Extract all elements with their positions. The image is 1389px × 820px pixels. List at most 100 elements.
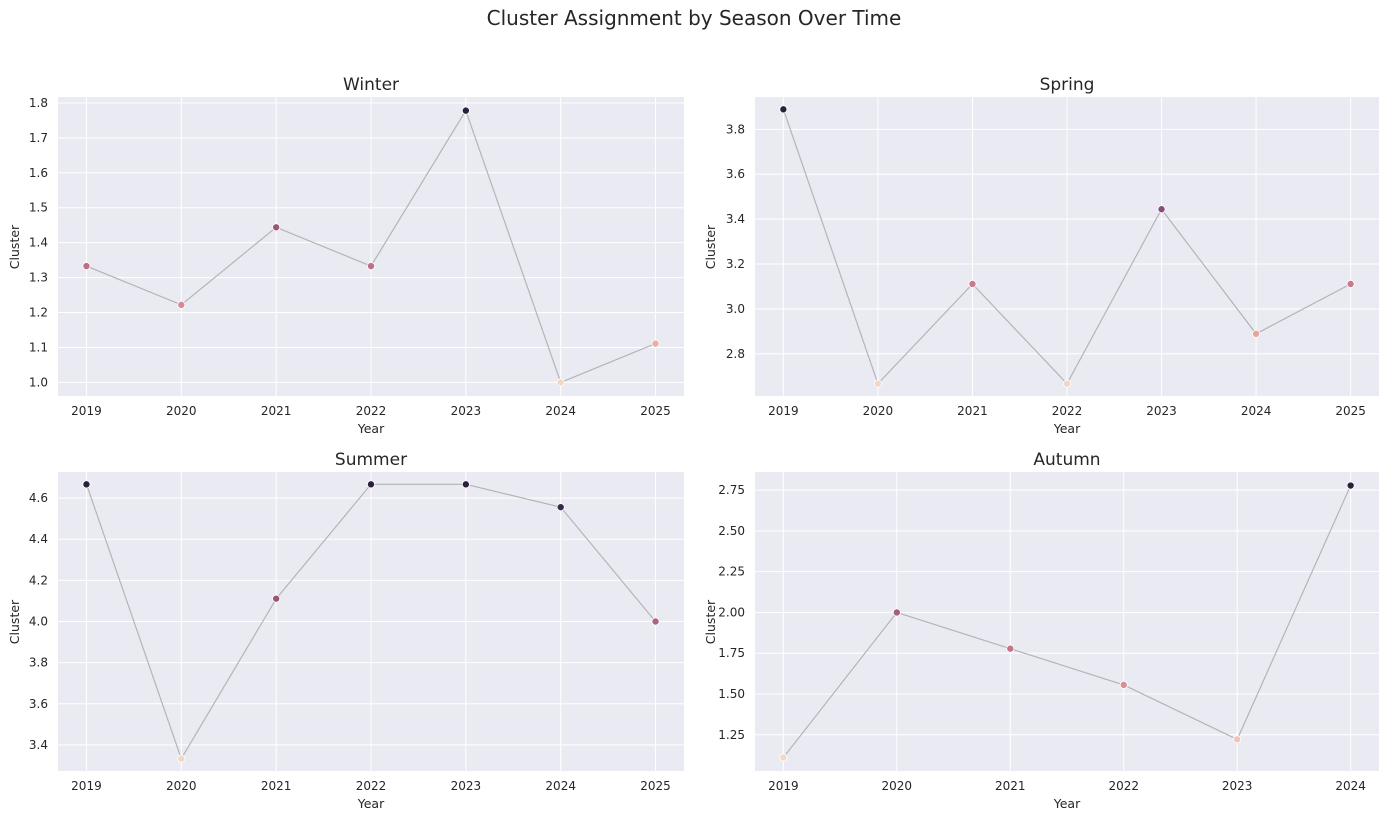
data-point — [556, 378, 565, 387]
x-tick-label: 2024 — [545, 779, 576, 793]
x-tick-label: 2022 — [1052, 404, 1083, 418]
y-axis-label-summer: Cluster — [7, 599, 22, 644]
panel-title-winter: Winter — [343, 75, 399, 95]
x-axis-label-autumn: Year — [1053, 796, 1081, 811]
y-tick-label: 3.0 — [726, 302, 745, 316]
data-point — [1119, 680, 1128, 689]
y-tick-label: 2.00 — [718, 605, 745, 619]
y-tick-label: 1.2 — [29, 306, 48, 320]
y-tick-label: 1.8 — [29, 96, 48, 110]
x-tick-label: 2022 — [356, 404, 387, 418]
x-tick-label: 2021 — [957, 404, 988, 418]
y-tick-label: 4.4 — [29, 532, 48, 546]
x-tick-label: 2024 — [545, 404, 576, 418]
plot-area-autumn — [755, 472, 1379, 771]
data-point — [461, 106, 470, 115]
x-axis-label-summer: Year — [357, 796, 385, 811]
data-point — [873, 379, 882, 388]
data-point — [366, 262, 375, 271]
y-tick-label: 1.7 — [29, 131, 48, 145]
y-tick-label: 1.1 — [29, 340, 48, 354]
panel-title-autumn: Autumn — [1033, 450, 1100, 470]
y-axis-label-winter: Cluster — [7, 224, 22, 269]
y-tick-label: 3.8 — [29, 656, 48, 670]
y-tick-label: 1.50 — [718, 687, 745, 701]
panel-summer: 2019 2020 2021 2022 2023 2024 2025 3.4 3.6 3.8 4.0… — [7, 450, 684, 811]
data-point — [892, 608, 901, 617]
panel-title-spring: Spring — [1040, 75, 1095, 95]
data-point — [1063, 379, 1072, 388]
data-point — [177, 754, 186, 763]
x-tick-label: 2021 — [995, 779, 1026, 793]
y-tick-label: 3.8 — [726, 122, 745, 136]
y-tick-label: 4.2 — [29, 573, 48, 587]
panel-title-summer: Summer — [335, 450, 407, 470]
y-axis-label-autumn: Cluster — [703, 599, 718, 644]
y-tick-label: 2.50 — [718, 524, 745, 538]
data-point — [651, 617, 660, 626]
data-point — [1006, 644, 1015, 653]
data-point — [1346, 279, 1355, 288]
data-point — [461, 480, 470, 489]
x-tick-label: 2020 — [166, 404, 197, 418]
x-tick-label: 2019 — [71, 404, 102, 418]
x-tick-label: 2022 — [356, 779, 387, 793]
y-tick-label: 2.8 — [726, 347, 745, 361]
y-tick-label: 4.6 — [29, 491, 48, 505]
data-point — [968, 279, 977, 288]
data-point — [366, 480, 375, 489]
data-point — [556, 503, 565, 512]
data-point — [272, 223, 281, 232]
data-point — [651, 339, 660, 348]
data-point — [82, 480, 91, 489]
x-tick-label: 2021 — [261, 779, 292, 793]
y-tick-label: 4.0 — [29, 615, 48, 629]
data-point — [177, 300, 186, 309]
data-point — [1252, 329, 1261, 338]
x-tick-label: 2023 — [1146, 404, 1177, 418]
data-point — [1346, 481, 1355, 490]
panel-autumn: 2019 2020 2021 2022 2023 2024 1.25 1.50 1.75 2.00… — [703, 450, 1379, 811]
x-tick-label: 2023 — [1222, 779, 1253, 793]
x-tick-label: 2021 — [261, 404, 292, 418]
x-tick-label: 2023 — [451, 779, 482, 793]
y-tick-label: 1.3 — [29, 271, 48, 285]
x-tick-label: 2020 — [882, 779, 913, 793]
y-tick-label: 1.6 — [29, 166, 48, 180]
data-point — [779, 753, 788, 762]
panel-spring: 2019 2020 2021 2022 2023 2024 2025 2.8 3.0 3.2 3.4… — [703, 75, 1379, 436]
x-tick-label: 2025 — [1335, 404, 1366, 418]
x-tick-label: 2025 — [640, 779, 671, 793]
y-tick-label: 1.4 — [29, 236, 48, 250]
x-tick-label: 2024 — [1241, 404, 1272, 418]
y-tick-label: 3.2 — [726, 257, 745, 271]
y-tick-label: 3.6 — [29, 697, 48, 711]
x-tick-label: 2019 — [71, 779, 102, 793]
y-tick-label: 3.6 — [726, 167, 745, 181]
x-axis-label-spring: Year — [1053, 421, 1081, 436]
x-tick-label: 2022 — [1108, 779, 1139, 793]
data-point — [82, 262, 91, 271]
y-tick-label: 1.75 — [718, 646, 745, 660]
y-tick-label: 2.25 — [718, 565, 745, 579]
y-tick-label: 1.0 — [29, 375, 48, 389]
y-tick-label: 1.5 — [29, 201, 48, 215]
y-axis-label-spring: Cluster — [703, 224, 718, 269]
x-tick-label: 2025 — [640, 404, 671, 418]
y-tick-label: 2.75 — [718, 483, 745, 497]
data-point — [272, 594, 281, 603]
x-tick-label: 2020 — [166, 779, 197, 793]
y-tick-label: 1.25 — [718, 728, 745, 742]
y-tick-label: 3.4 — [29, 738, 48, 752]
panel-winter: 2019 2020 2021 2022 2023 2024 2025 1.0 1.1 1.2 1.3… — [7, 75, 684, 436]
x-tick-label: 2020 — [863, 404, 894, 418]
data-point — [1233, 735, 1242, 744]
data-point — [1157, 205, 1166, 214]
x-tick-label: 2023 — [451, 404, 482, 418]
figure-title: Cluster Assignment by Season Over Time — [487, 6, 902, 30]
x-tick-label: 2019 — [768, 404, 799, 418]
x-axis-label-winter: Year — [357, 421, 385, 436]
x-tick-label: 2019 — [768, 779, 799, 793]
x-tick-label: 2024 — [1335, 779, 1366, 793]
